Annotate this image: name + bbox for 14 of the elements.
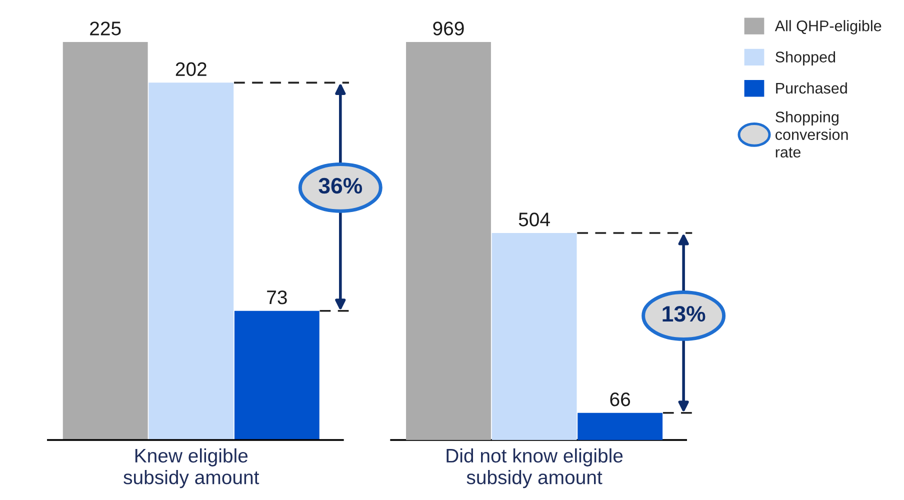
x-tick-label: Knew eligible subsidy amount xyxy=(124,448,260,488)
legend-label: Purchased xyxy=(776,82,847,94)
annotation: 13% xyxy=(662,306,706,322)
data-label: 969 xyxy=(433,22,464,36)
data-label: 66 xyxy=(610,392,630,406)
data-label: 504 xyxy=(518,212,550,226)
annotation: 36% xyxy=(318,178,362,194)
data-label: 73 xyxy=(267,290,287,304)
x-tick-label: Did not know eligible subsidy amount xyxy=(446,448,623,488)
legend-label: All QHP-eligible xyxy=(774,20,882,34)
legend-label: Shopped xyxy=(776,51,836,66)
data-label: 202 xyxy=(176,62,206,76)
data-label: 225 xyxy=(90,22,121,36)
text: Shopping conversion rate xyxy=(776,111,848,158)
